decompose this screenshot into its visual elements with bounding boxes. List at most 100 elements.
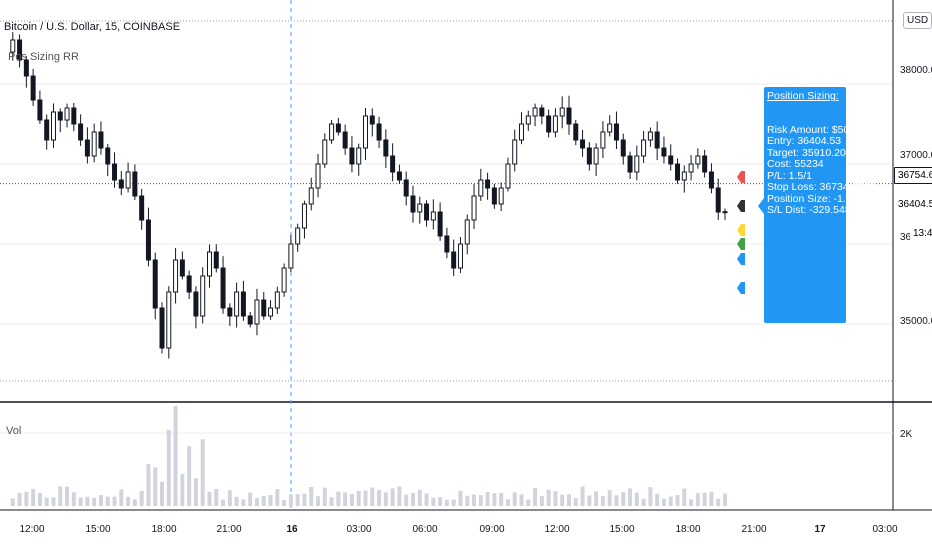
candle-body — [647, 131, 653, 141]
volume-legend[interactable]: Vol — [6, 425, 22, 437]
candle-body — [301, 203, 307, 229]
volume-bar — [200, 439, 205, 506]
volume-bar — [275, 488, 280, 506]
volume-bar — [207, 491, 212, 506]
candle-body — [315, 163, 321, 189]
candle-body — [559, 107, 565, 117]
currency-button[interactable]: USD — [903, 12, 932, 29]
candle-body — [620, 139, 626, 157]
volume-bar — [37, 493, 42, 506]
candle-body — [580, 139, 586, 149]
candle-body — [84, 139, 90, 157]
volume-bar — [600, 496, 605, 506]
candle-body — [634, 155, 640, 173]
candle-body — [437, 211, 443, 237]
volume-bar — [234, 496, 239, 506]
candle-body — [64, 107, 70, 121]
candle-body — [519, 123, 525, 141]
candle-body — [57, 111, 63, 121]
candle-body — [695, 155, 701, 165]
volume-bar — [65, 486, 70, 506]
volume-bar — [282, 499, 287, 506]
symbol-legend[interactable]: Bitcoin / U.S. Dollar, 15, COINBASE — [4, 21, 181, 33]
price-axis-label: 37000.00 — [900, 150, 932, 161]
candle-body — [417, 203, 423, 213]
volume-bar — [383, 492, 388, 506]
candle-body — [593, 147, 599, 165]
time-axis-label: 06:00 — [412, 524, 438, 535]
volume-bar — [621, 492, 626, 506]
candle-body — [566, 107, 572, 125]
volume-bar — [214, 488, 219, 506]
volume-bar — [587, 495, 592, 506]
volume-bar — [51, 497, 56, 506]
volume-bar — [112, 496, 117, 506]
candle-body — [37, 99, 43, 121]
volume-bar — [316, 496, 321, 506]
volume-bar — [655, 493, 660, 506]
candle-body — [491, 187, 497, 205]
candle-body — [50, 111, 56, 141]
volume-bar — [254, 497, 259, 506]
candle-body — [396, 171, 402, 181]
volume-bar — [573, 498, 578, 506]
candle-body — [274, 291, 280, 309]
time-axis-label: 18:00 — [675, 524, 701, 535]
volume-bar — [187, 446, 192, 506]
candle-body — [363, 115, 368, 149]
volume-bar — [634, 492, 639, 506]
candle-body — [322, 139, 328, 165]
price-axis-label: 35000.00 — [900, 316, 932, 327]
candle-body — [10, 39, 16, 53]
candle-body — [268, 307, 274, 317]
candle-body — [546, 115, 552, 133]
volume-bar — [85, 496, 90, 506]
candle-body — [430, 211, 436, 221]
indicator-legend[interactable]: Pos Sizing RR — [8, 51, 79, 63]
volume-bar — [519, 494, 524, 506]
volume-bar — [17, 492, 22, 506]
volume-bar — [390, 488, 395, 506]
candle-body — [722, 211, 728, 214]
candle-body — [668, 155, 674, 165]
volume-bar — [444, 499, 449, 506]
volume-bar — [641, 498, 646, 506]
volume-bar — [268, 495, 273, 506]
candle-body — [410, 195, 416, 213]
candle-body — [227, 307, 233, 317]
volume-bar — [661, 498, 666, 506]
candle-body — [702, 155, 708, 173]
candle-body — [532, 107, 538, 117]
volume-bar — [702, 492, 707, 506]
candle-body — [715, 187, 721, 213]
candle-body — [173, 259, 179, 293]
volume-bar — [716, 498, 721, 506]
volume-bar — [485, 492, 490, 506]
candle-body — [654, 131, 660, 149]
candle-body — [159, 307, 165, 349]
candle-body — [193, 291, 199, 317]
candle-body — [329, 123, 335, 141]
time-axis-label: 17 — [814, 524, 826, 535]
candle-body — [112, 163, 118, 181]
target-marker-3 — [737, 282, 745, 294]
candle-body — [444, 235, 450, 253]
risk-amount-line: Risk Amount: $500 — [767, 123, 856, 136]
entry-price-tag: 36404.53 — [898, 199, 932, 210]
volume-bar — [628, 488, 633, 506]
time-axis-label: 16 — [286, 524, 298, 535]
time-axis-label: 15:00 — [85, 524, 111, 535]
volume-bar — [723, 493, 727, 506]
candle-body — [681, 171, 687, 181]
volume-bar — [261, 496, 266, 506]
volume-bar — [153, 467, 158, 506]
volume-bar — [343, 492, 348, 506]
candle-body — [261, 299, 267, 317]
volume-bar — [322, 487, 327, 506]
volume-bar — [553, 491, 558, 506]
candle-body — [295, 227, 301, 245]
volume-bar — [417, 489, 422, 506]
candle-body — [247, 315, 253, 325]
entry-line: Entry: 36404.53 — [767, 135, 842, 147]
